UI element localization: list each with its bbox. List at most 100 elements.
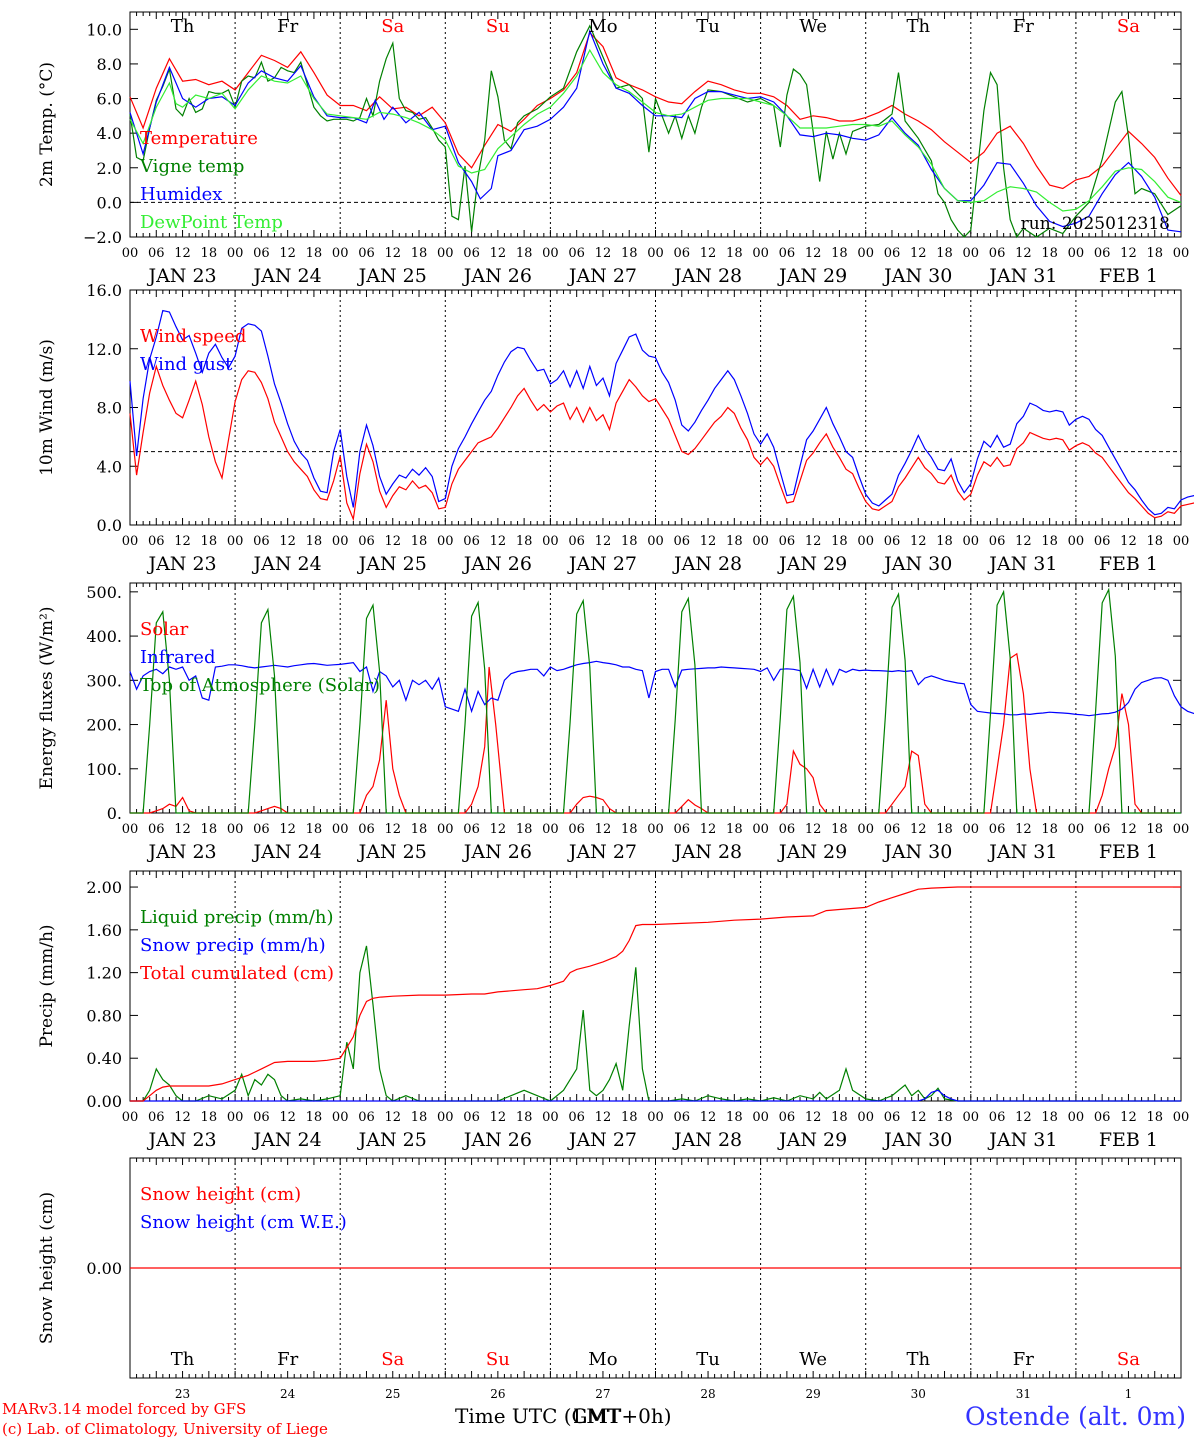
x-hour-label: 00 bbox=[122, 246, 139, 261]
x-hour-label: 00 bbox=[1068, 534, 1085, 549]
y-tick-label: 200. bbox=[86, 716, 122, 735]
x-hour-label: 12 bbox=[384, 246, 401, 261]
x-hour-label: 06 bbox=[148, 246, 165, 261]
x-date-label: JAN 23 bbox=[146, 553, 216, 575]
x-hour-label: 18 bbox=[1041, 822, 1058, 837]
y-tick-label: 0.00 bbox=[86, 1259, 122, 1278]
x-hour-label: 06 bbox=[568, 822, 585, 837]
x-hour-label: 18 bbox=[411, 1110, 428, 1125]
x-hour-label: 06 bbox=[989, 822, 1006, 837]
weekday-label: Th bbox=[906, 1349, 930, 1370]
x-hour-label: 18 bbox=[516, 534, 533, 549]
y-tick-label: 400. bbox=[86, 627, 122, 646]
x-hour-label: 12 bbox=[595, 822, 612, 837]
x-date-label: JAN 29 bbox=[777, 1129, 847, 1151]
legend-entry: Infrared bbox=[140, 647, 215, 668]
x-hour-label: 12 bbox=[1015, 1110, 1032, 1125]
weekday-label: We bbox=[799, 1349, 827, 1370]
panel-5 bbox=[129, 1157, 1182, 1379]
x-hour-label: 18 bbox=[411, 246, 428, 261]
x-hour-label: 18 bbox=[936, 534, 953, 549]
x-hour-label: 00 bbox=[332, 822, 349, 837]
series-top-of-atmosphere-solar- bbox=[130, 587, 1181, 814]
y-tick-label: 300. bbox=[86, 671, 122, 690]
x-hour-label: 12 bbox=[595, 246, 612, 261]
x-date-label: JAN 28 bbox=[672, 265, 742, 287]
x-hour-label: 00 bbox=[1173, 246, 1190, 261]
y-tick-label: 0.00 bbox=[86, 1092, 122, 1111]
legend-entry: Liquid precip (mm/h) bbox=[140, 907, 334, 928]
x-hour-label: 06 bbox=[1094, 1110, 1111, 1125]
x-hour-label: 18 bbox=[621, 822, 638, 837]
x-date-label: JAN 27 bbox=[567, 1129, 637, 1151]
weekday-label: Tu bbox=[696, 16, 720, 37]
y-tick-label: 12.0 bbox=[86, 340, 122, 359]
x-hour-label: 06 bbox=[989, 534, 1006, 549]
x-hour-label: 12 bbox=[910, 534, 927, 549]
x-hour-label: 00 bbox=[963, 822, 980, 837]
series-humidex bbox=[129, 28, 1182, 233]
y-tick-label: 8.0 bbox=[97, 399, 122, 418]
x-date-label: JAN 27 bbox=[567, 841, 637, 863]
x-hour-label: 12 bbox=[805, 534, 822, 549]
x-hour-label: 18 bbox=[516, 246, 533, 261]
station-name: Ostende (alt. 0m) bbox=[965, 1402, 1186, 1431]
x-hour-label: 00 bbox=[1173, 534, 1190, 549]
x-hour-label: 00 bbox=[647, 822, 664, 837]
series-temperature bbox=[129, 31, 1182, 196]
x-hour-label: 12 bbox=[1120, 822, 1137, 837]
x-hour-label: 00 bbox=[1173, 822, 1190, 837]
x-date-label: JAN 31 bbox=[987, 841, 1057, 863]
x-hour-label: 00 bbox=[122, 822, 139, 837]
y-tick-label: 6.0 bbox=[97, 90, 122, 109]
x-hour-label: 18 bbox=[621, 1110, 638, 1125]
x-hour-label: 12 bbox=[595, 1110, 612, 1125]
x-hour-label: 18 bbox=[201, 1110, 218, 1125]
x-date-label: JAN 28 bbox=[672, 1129, 742, 1151]
x-hour-label: 18 bbox=[306, 246, 323, 261]
series-infrared bbox=[129, 660, 1194, 717]
x-hour-label: 00 bbox=[542, 246, 559, 261]
series-snow-precip-mm-h- bbox=[130, 1089, 1181, 1102]
x-date-label: JAN 30 bbox=[882, 1129, 952, 1151]
legend-entry: Top of Atmosphere (Solar) bbox=[140, 675, 380, 696]
x-date-label: FEB 1 bbox=[1099, 1129, 1158, 1151]
y-tick-label: 4.0 bbox=[97, 124, 122, 143]
x-hour-label: 06 bbox=[463, 822, 480, 837]
x-hour-label: 18 bbox=[831, 822, 848, 837]
x-date-label: JAN 31 bbox=[987, 1129, 1057, 1151]
x-hour-label: 18 bbox=[936, 246, 953, 261]
x-hour-label: 00 bbox=[332, 1110, 349, 1125]
x-hour-label: 00 bbox=[647, 1110, 664, 1125]
day-number-label: 1 bbox=[1125, 1387, 1133, 1401]
x-hour-label: 00 bbox=[1068, 822, 1085, 837]
x-hour-label: 00 bbox=[542, 822, 559, 837]
x-hour-label: 06 bbox=[358, 822, 375, 837]
x-hour-label: 18 bbox=[306, 1110, 323, 1125]
y-tick-label: 100. bbox=[86, 760, 122, 779]
x-axis-title: Time UTC (GMT+0h) LMT bbox=[455, 1404, 672, 1428]
weekday-label: Mo bbox=[588, 1349, 617, 1370]
legend-entry: Solar bbox=[140, 619, 189, 640]
x-hour-label: 00 bbox=[857, 822, 874, 837]
day-number-label: 25 bbox=[385, 1387, 400, 1401]
legend-entry: Humidex bbox=[140, 184, 222, 205]
x-hour-label: 18 bbox=[201, 822, 218, 837]
panel-4 bbox=[129, 870, 1182, 1102]
x-date-label: JAN 26 bbox=[462, 265, 532, 287]
x-date-label: FEB 1 bbox=[1099, 265, 1158, 287]
x-hour-label: 00 bbox=[122, 534, 139, 549]
day-number-label: 28 bbox=[700, 1387, 715, 1401]
x-hour-label: 06 bbox=[674, 1110, 691, 1125]
weekday-label: Su bbox=[486, 1349, 510, 1370]
weekday-label: We bbox=[799, 16, 827, 37]
x-hour-label: 06 bbox=[568, 1110, 585, 1125]
weekday-label: Sa bbox=[1117, 1349, 1140, 1370]
x-date-label: JAN 23 bbox=[146, 1129, 216, 1151]
x-date-label: JAN 23 bbox=[146, 841, 216, 863]
x-hour-label: 00 bbox=[963, 1110, 980, 1125]
x-hour-label: 18 bbox=[1041, 534, 1058, 549]
x-hour-label: 06 bbox=[463, 1110, 480, 1125]
x-date-label: JAN 24 bbox=[252, 265, 322, 287]
x-hour-label: 00 bbox=[542, 1110, 559, 1125]
